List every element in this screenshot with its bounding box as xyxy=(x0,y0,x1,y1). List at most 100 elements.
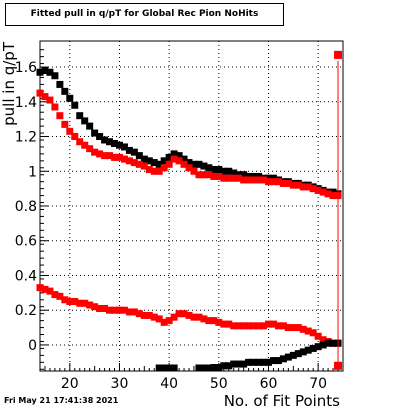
data-point xyxy=(71,298,79,306)
data-point xyxy=(155,160,163,168)
data-point xyxy=(36,89,44,97)
data-point xyxy=(145,166,153,174)
data-point xyxy=(299,348,307,356)
data-point xyxy=(51,103,59,111)
data-point xyxy=(200,315,208,323)
data-point xyxy=(195,313,203,321)
data-point xyxy=(279,355,287,363)
data-point xyxy=(314,332,322,340)
data-point xyxy=(101,152,109,160)
x-tick-label: 70 xyxy=(309,376,327,392)
data-point xyxy=(96,133,104,141)
data-point xyxy=(294,324,302,332)
data-point xyxy=(130,148,138,156)
data-point xyxy=(329,192,337,200)
data-point xyxy=(289,181,297,189)
data-point xyxy=(120,143,128,151)
data-point xyxy=(41,93,49,101)
data-point xyxy=(56,80,64,88)
data-point xyxy=(56,112,64,120)
data-point xyxy=(165,364,173,372)
data-point xyxy=(135,160,143,168)
data-point xyxy=(180,160,188,168)
data-point xyxy=(264,320,272,328)
data-point xyxy=(225,320,233,328)
data-point xyxy=(264,178,272,186)
data-point xyxy=(220,320,228,328)
data-point xyxy=(215,364,223,372)
x-tick-label: 20 xyxy=(61,376,79,392)
data-point xyxy=(175,310,183,318)
data-point xyxy=(215,318,223,326)
data-point xyxy=(235,174,243,182)
data-point xyxy=(230,169,238,177)
data-point xyxy=(205,364,213,372)
data-point xyxy=(210,166,218,174)
data-point xyxy=(269,178,277,186)
data-point xyxy=(81,141,89,149)
data-point xyxy=(225,167,233,175)
data-point xyxy=(250,322,258,330)
data-point xyxy=(304,346,312,354)
data-point xyxy=(61,87,69,95)
data-point xyxy=(309,344,317,352)
data-point xyxy=(170,155,178,163)
data-point xyxy=(240,176,248,184)
data-point xyxy=(230,322,238,330)
y-tick-label: 1.2 xyxy=(15,130,37,146)
data-point xyxy=(106,138,114,146)
data-point xyxy=(240,360,248,368)
data-point xyxy=(140,162,148,170)
data-point xyxy=(190,167,198,175)
data-point xyxy=(294,350,302,358)
data-point xyxy=(255,176,263,184)
y-axis-label: pull in q/pT xyxy=(0,41,18,126)
data-point xyxy=(56,292,64,300)
data-point xyxy=(190,160,198,168)
data-point xyxy=(76,112,84,120)
data-point xyxy=(71,133,79,141)
data-point xyxy=(160,157,168,165)
data-point xyxy=(289,351,297,359)
data-point xyxy=(205,164,213,172)
data-point xyxy=(250,358,258,366)
data-point xyxy=(130,159,138,167)
data-point xyxy=(260,322,268,330)
data-point xyxy=(155,364,163,372)
data-point xyxy=(255,358,263,366)
data-point xyxy=(36,68,44,76)
data-point xyxy=(106,152,114,160)
data-point xyxy=(195,171,203,179)
y-tick-label: 0 xyxy=(28,338,37,354)
data-point xyxy=(299,325,307,333)
x-tick-label: 50 xyxy=(210,376,228,392)
data-point xyxy=(140,311,148,319)
data-point xyxy=(86,122,94,130)
data-point xyxy=(46,287,54,295)
data-point xyxy=(260,358,268,366)
data-point xyxy=(91,148,99,156)
x-tick-label: 40 xyxy=(160,376,178,392)
data-point xyxy=(240,322,248,330)
data-point xyxy=(41,285,49,293)
data-point xyxy=(41,67,49,75)
data-point xyxy=(210,317,218,325)
data-point xyxy=(145,157,153,165)
data-point xyxy=(324,339,332,347)
data-point xyxy=(299,183,307,191)
data-point xyxy=(274,178,282,186)
data-point xyxy=(294,181,302,189)
data-point xyxy=(260,176,268,184)
data-point xyxy=(210,364,218,372)
data-point xyxy=(101,136,109,144)
data-point xyxy=(314,186,322,194)
y-tick-label: 1.6 xyxy=(15,60,37,76)
data-point xyxy=(319,336,327,344)
data-point xyxy=(220,362,228,370)
axes: 20 30 40 50 60 70 0 0.2 0.4 0.6 0.8 1 1.2 1.4 1.6 xyxy=(15,49,339,392)
data-point xyxy=(61,120,69,128)
data-point xyxy=(150,167,158,175)
data-point xyxy=(235,322,243,330)
data-point xyxy=(185,164,193,172)
data-point xyxy=(130,308,138,316)
